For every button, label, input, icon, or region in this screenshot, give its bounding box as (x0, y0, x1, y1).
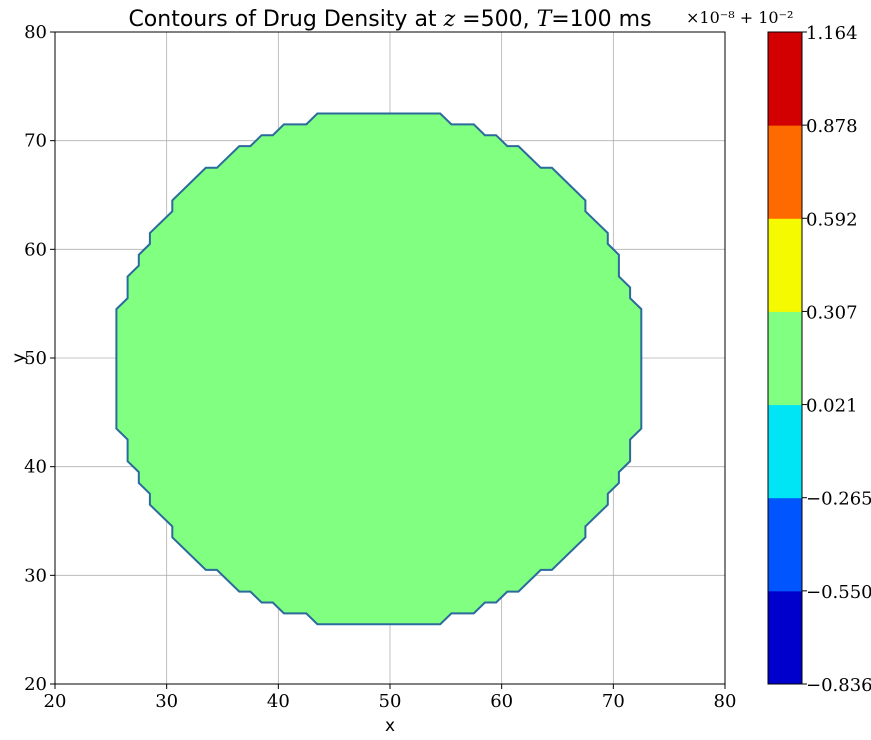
y-axis-label: y (9, 353, 29, 363)
y-tick-label-3: 50 (24, 348, 47, 369)
colorbar-tick-label-1: 0.878 (806, 116, 858, 137)
x-tick-label-3: 50 (379, 691, 402, 712)
colorbar-tick-label-4: 0.021 (806, 396, 858, 417)
colorbar-bands (768, 32, 802, 685)
x-tick-label-0: 20 (44, 691, 67, 712)
colorbar-tick-label-0: 1.164 (806, 23, 858, 44)
title-part-3: =500, (455, 7, 536, 32)
colorbar: 1.164 0.878 0.592 0.307 0.021 −0.265 −0.550 −0.… (686, 8, 871, 696)
title-part-1: Contours of Drug Density at (128, 7, 443, 32)
y-axis-ticks: 20 30 40 50 60 70 80 (24, 22, 55, 695)
y-tick-label-1: 30 (24, 565, 47, 586)
x-tick-label-6: 80 (714, 691, 737, 712)
colorbar-band-2 (768, 404, 802, 499)
colorbar-tick-label-2: 0.592 (806, 209, 858, 230)
title-part-2: z (443, 7, 456, 32)
x-axis-label: x (385, 716, 395, 736)
y-tick-label-5: 70 (24, 131, 47, 152)
colorbar-band-4 (768, 218, 802, 312)
x-axis-ticks: 20 30 40 50 60 70 80 (44, 684, 737, 712)
colorbar-band-5 (768, 125, 802, 219)
colorbar-ticks: 1.164 0.878 0.592 0.307 0.021 −0.265 −0.550 −0.… (802, 23, 871, 696)
colorbar-band-1 (768, 497, 802, 592)
colorbar-frame (767, 31, 803, 685)
y-tick-label-6: 80 (24, 22, 47, 43)
colorbar-band-3 (768, 311, 802, 406)
y-tick-label-0: 20 (24, 674, 47, 695)
chart-title: Contours of Drug Density at z =500, T=10… (128, 7, 651, 32)
colorbar-band-0 (768, 590, 802, 685)
x-tick-label-4: 60 (490, 691, 513, 712)
x-tick-label-1: 30 (155, 691, 178, 712)
y-tick-label-2: 40 (24, 457, 47, 478)
title-part-4: T (537, 7, 554, 32)
plot-frame (54, 31, 726, 685)
contour-region (115, 112, 643, 626)
x-tick-label-2: 40 (267, 691, 290, 712)
colorbar-tick-label-3: 0.307 (806, 302, 858, 323)
y-tick-label-4: 60 (24, 239, 47, 260)
plot-area: 20 30 40 50 60 70 80 20 30 40 50 60 70 80 (24, 22, 736, 712)
colorbar-band-6 (768, 32, 802, 126)
x-tick-label-5: 70 (602, 691, 625, 712)
colorbar-offset-label: ×10⁻⁸ + 10⁻² (686, 8, 793, 27)
title-part-5: =100 ms (551, 7, 651, 32)
colorbar-tick-label-7: −0.836 (806, 675, 871, 696)
colorbar-tick-label-6: −0.550 (806, 582, 871, 603)
colorbar-tick-label-5: −0.265 (806, 489, 871, 510)
